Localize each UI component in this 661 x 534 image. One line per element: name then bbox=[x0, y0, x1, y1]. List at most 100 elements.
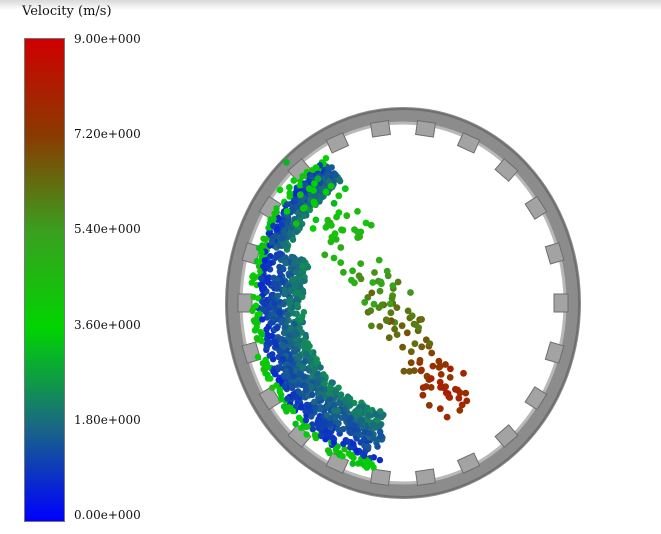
drum-lifter bbox=[456, 132, 481, 154]
particle bbox=[250, 293, 257, 301]
particle bbox=[436, 405, 444, 413]
particle bbox=[404, 307, 412, 315]
particle bbox=[429, 362, 437, 370]
particle bbox=[289, 309, 296, 317]
drum-lifter bbox=[544, 341, 565, 364]
particle bbox=[369, 421, 377, 428]
drum-lifter bbox=[287, 424, 312, 448]
particle bbox=[305, 403, 312, 411]
particle bbox=[289, 407, 297, 415]
particle bbox=[352, 408, 359, 415]
particle bbox=[272, 305, 279, 313]
particle bbox=[298, 404, 305, 411]
particle bbox=[374, 443, 381, 450]
particle bbox=[301, 358, 309, 365]
particle bbox=[330, 254, 338, 262]
particle bbox=[289, 373, 297, 380]
particle bbox=[403, 329, 411, 337]
particle bbox=[350, 440, 357, 448]
particle bbox=[462, 389, 470, 397]
particle bbox=[333, 213, 340, 221]
particle bbox=[281, 382, 289, 389]
tick-label-5-4: 5.40e+000 bbox=[74, 222, 141, 236]
particle bbox=[411, 340, 419, 348]
particle bbox=[296, 354, 303, 362]
particle bbox=[287, 356, 294, 364]
drum-lifter bbox=[370, 468, 391, 486]
particle bbox=[266, 333, 273, 340]
particle bbox=[294, 301, 301, 308]
particle bbox=[365, 412, 372, 419]
particle bbox=[309, 225, 317, 232]
particle bbox=[317, 364, 324, 371]
particle bbox=[323, 412, 330, 419]
particle bbox=[292, 268, 299, 276]
particle bbox=[365, 443, 372, 450]
particle bbox=[278, 341, 286, 349]
particle bbox=[267, 375, 274, 382]
particle bbox=[369, 279, 377, 286]
particle bbox=[375, 256, 383, 264]
particle bbox=[291, 196, 299, 203]
particle bbox=[447, 365, 454, 373]
particle bbox=[269, 351, 276, 358]
particle bbox=[291, 331, 299, 338]
particle bbox=[368, 322, 375, 330]
particle bbox=[339, 226, 347, 234]
particle bbox=[318, 194, 325, 201]
particle bbox=[398, 322, 406, 330]
particle bbox=[276, 250, 283, 257]
particle bbox=[456, 407, 464, 414]
particle bbox=[299, 172, 306, 180]
particle bbox=[366, 430, 373, 437]
drum-rim-outer-edge bbox=[226, 108, 580, 498]
particle bbox=[387, 309, 395, 317]
particle bbox=[354, 208, 361, 215]
particle bbox=[300, 257, 307, 264]
drum-lifter bbox=[415, 468, 436, 486]
drum-lifter bbox=[415, 120, 436, 138]
drum-lifter bbox=[524, 195, 548, 220]
particle bbox=[334, 443, 341, 450]
particle bbox=[302, 417, 310, 424]
particle bbox=[356, 431, 363, 439]
particle bbox=[274, 225, 281, 232]
particle bbox=[357, 275, 365, 283]
particle bbox=[387, 317, 395, 324]
particle bbox=[336, 399, 343, 406]
particle bbox=[306, 206, 314, 214]
particle bbox=[386, 300, 394, 308]
tick-label-min: 0.00e+000 bbox=[74, 508, 141, 522]
particle bbox=[290, 177, 298, 184]
particle bbox=[407, 289, 414, 296]
particle bbox=[251, 327, 259, 334]
particle bbox=[327, 420, 334, 428]
particle bbox=[324, 171, 331, 179]
particle bbox=[374, 417, 381, 424]
particle bbox=[269, 234, 276, 242]
drum-lifter bbox=[370, 120, 391, 138]
drum-rim bbox=[225, 107, 581, 499]
particle bbox=[258, 337, 265, 345]
particle bbox=[368, 289, 376, 297]
particle bbox=[425, 401, 433, 409]
particle bbox=[330, 199, 338, 207]
particle bbox=[356, 408, 363, 415]
particle bbox=[454, 386, 461, 394]
particle bbox=[256, 258, 264, 265]
particle bbox=[428, 349, 436, 357]
particle bbox=[304, 264, 312, 271]
particle bbox=[308, 413, 315, 420]
particle bbox=[376, 287, 384, 295]
particle bbox=[312, 164, 320, 172]
particle bbox=[389, 282, 397, 290]
particle bbox=[295, 414, 303, 421]
particle bbox=[463, 397, 471, 405]
particle bbox=[293, 289, 300, 297]
drum-lifter bbox=[544, 242, 565, 265]
particle bbox=[250, 275, 258, 282]
particle bbox=[418, 316, 425, 323]
particle bbox=[292, 220, 300, 228]
particle bbox=[254, 353, 262, 361]
particle bbox=[351, 226, 358, 234]
